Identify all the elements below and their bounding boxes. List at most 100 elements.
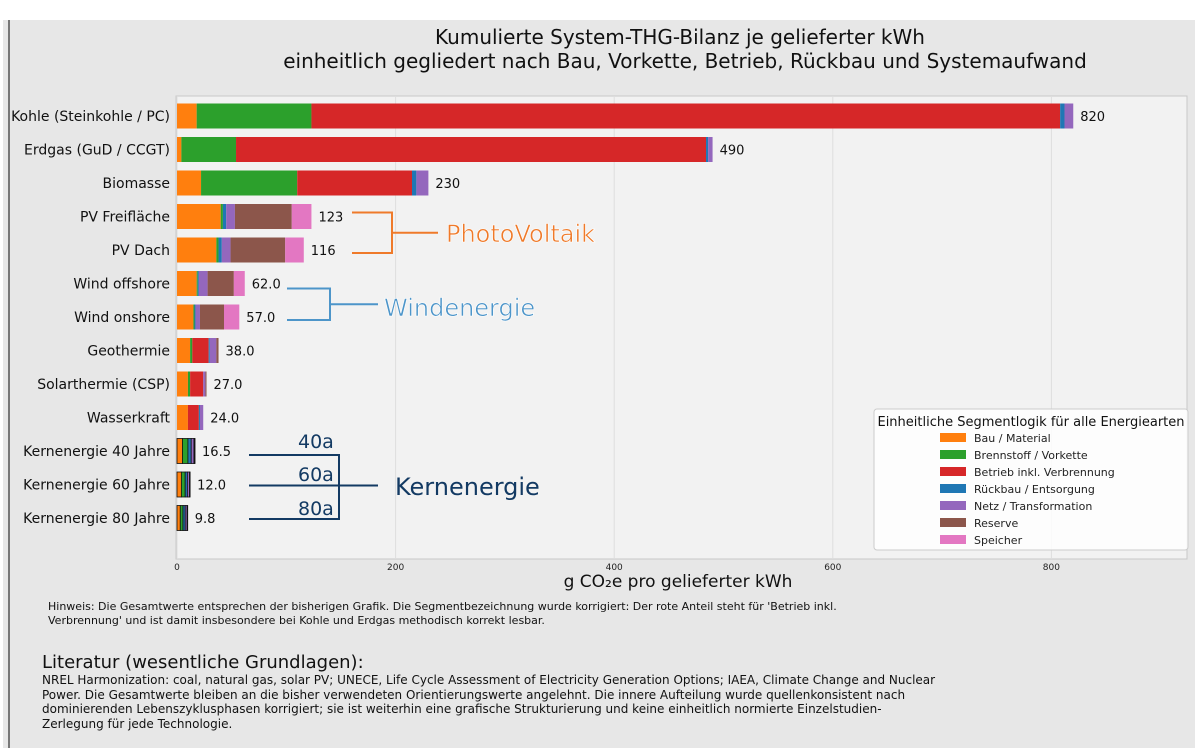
bar-ruckbau-entsorgung — [197, 271, 199, 296]
bar-reserve — [189, 471, 191, 498]
bar-netz-transformation — [416, 170, 429, 196]
total-value-label: 230 — [435, 177, 460, 192]
bar-reserve — [186, 505, 189, 531]
category-label: Erdgas (GuD / CCGT) — [24, 143, 170, 159]
group-annotations: PhotoVoltaik Windenergie Kernenergie 40a… — [249, 211, 595, 520]
category-labels: Kohle (Steinkohle / PC) Erdgas (GuD / CCG… — [11, 109, 170, 527]
bar-bau-material — [177, 103, 197, 129]
annotation-60a: 60a — [298, 464, 334, 486]
legend-box — [873, 408, 1189, 551]
bar-reserve — [205, 371, 207, 397]
legend: Einheitliche Segmentlogik für alle Energ… — [873, 408, 1189, 551]
bar-chart: Kohle (Steinkohle / PC) Erdgas (GuD / CCG… — [11, 25, 1189, 592]
bar-bau-material — [177, 405, 188, 430]
x-tick-label: 800 — [1043, 563, 1060, 573]
bar-ruckbau-entsorgung — [222, 204, 227, 229]
x-tick-label: 400 — [606, 563, 623, 573]
total-value-label: 123 — [318, 211, 343, 226]
annotation-80a: 80a — [298, 498, 334, 520]
bar-speicher — [291, 204, 312, 229]
category-label: Wind onshore — [74, 310, 170, 326]
literature-heading: Literatur (wesentliche Grundlagen): — [42, 652, 364, 673]
x-tick-label: 200 — [387, 563, 404, 573]
bar-speicher — [285, 237, 304, 263]
bar-ruckbau-entsorgung — [187, 438, 192, 464]
bar-brennstoff-vorkette — [193, 304, 195, 330]
legend-label-bau-material: Bau / Material — [974, 432, 1051, 445]
bar-bau-material — [177, 304, 194, 330]
x-axis-label: g CO₂e pro gelieferter kWh — [564, 572, 793, 592]
bar-betrieb-inkl-verbrennung — [236, 137, 707, 162]
x-tick-labels: 0 200 400 600 800 — [174, 563, 1060, 573]
bar-brennstoff-vorkette — [220, 204, 223, 229]
legend-swatch-betrieb-inkl-verbrennung — [940, 467, 966, 476]
bar-speicher — [223, 304, 240, 330]
bar-bau-material — [176, 438, 183, 464]
category-label: Biomasse — [103, 176, 170, 192]
category-label: Wind offshore — [73, 277, 170, 293]
bar-netz-transformation — [1064, 103, 1074, 129]
figure-border-line — [8, 20, 10, 748]
bracket-windenergie — [287, 287, 378, 321]
x-tick-label: 0 — [174, 563, 180, 573]
bar-bau-material — [177, 371, 188, 397]
legend-label-ruckbau-entsorgung: Rückbau / Entsorgung — [974, 483, 1095, 496]
bar-brennstoff-vorkette — [216, 237, 219, 263]
bar-netz-transformation — [708, 137, 713, 162]
x-tick-label: 600 — [824, 563, 841, 573]
legend-swatch-reserve — [940, 518, 966, 527]
bar-ruckbau-entsorgung — [411, 170, 417, 196]
total-value-label: 9.8 — [195, 512, 216, 527]
category-label: Geothermie — [87, 344, 170, 360]
bracket-photovoltaik — [352, 211, 438, 254]
bar-reserve — [207, 271, 234, 296]
total-value-label: 62.0 — [252, 278, 281, 293]
bar-reserve — [234, 204, 292, 229]
legend-label-brennstoff-vorkette: Brennstoff / Vorkette — [974, 449, 1088, 462]
bar-ruckbau-entsorgung — [194, 304, 196, 330]
bar-netz-transformation — [209, 338, 217, 363]
legend-label-speicher: Speicher — [974, 534, 1023, 547]
total-value-label: 490 — [720, 144, 745, 159]
annotation-kernenergie: Kernenergie — [395, 473, 540, 501]
bar-speicher — [233, 271, 245, 296]
bar-brennstoff-vorkette — [187, 371, 191, 397]
category-label: Kernenergie 40 Jahre — [23, 444, 170, 460]
bar-betrieb-inkl-verbrennung — [311, 103, 1061, 129]
bar-netz-transformation — [198, 271, 208, 296]
bracket-kernenergie — [249, 454, 378, 520]
category-label: Kernenergie 60 Jahre — [23, 478, 170, 494]
category-label: Solarthermie (CSP) — [37, 377, 170, 393]
bar-ruckbau-entsorgung — [1060, 103, 1065, 129]
total-value-label: 820 — [1080, 110, 1105, 125]
category-label: PV Freifläche — [80, 210, 170, 226]
total-value-label: 12.0 — [197, 479, 226, 494]
legend-title: Einheitliche Segmentlogik für alle Energ… — [877, 415, 1184, 430]
legend-label-reserve: Reserve — [974, 517, 1018, 530]
bar-netz-transformation — [199, 405, 204, 430]
total-value-label: 57.0 — [246, 311, 275, 326]
bar-segments — [176, 103, 1074, 531]
legend-swatch-speicher — [940, 535, 966, 544]
bar-ruckbau-entsorgung — [218, 237, 222, 263]
bar-ruckbau-entsorgung — [706, 137, 709, 162]
annotation-windenergie: Windenergie — [384, 294, 535, 322]
bar-betrieb-inkl-verbrennung — [187, 405, 199, 430]
bar-brennstoff-vorkette — [190, 338, 193, 363]
bar-brennstoff-vorkette — [179, 505, 184, 531]
bar-bau-material — [177, 338, 191, 363]
chart-subtitle: einheitlich gegliedert nach Bau, Vorkett… — [283, 49, 1087, 73]
bar-ruckbau-entsorgung — [198, 405, 200, 430]
category-label: Kohle (Steinkohle / PC) — [11, 109, 170, 125]
bar-speicher — [194, 438, 196, 464]
bar-bau-material — [177, 170, 202, 196]
total-value-label: 27.0 — [214, 378, 243, 393]
bar-brennstoff-vorkette — [181, 137, 237, 162]
legend-label-netz-transformation: Netz / Transformation — [974, 500, 1092, 513]
bar-betrieb-inkl-verbrennung — [190, 371, 204, 397]
bar-betrieb-inkl-verbrennung — [192, 338, 209, 363]
bar-betrieb-inkl-verbrennung — [297, 170, 412, 196]
bar-reserve — [199, 304, 224, 330]
hint-note: Hinweis: Die Gesamtwerte entsprechen der… — [48, 600, 837, 627]
annotation-40a: 40a — [298, 431, 334, 453]
